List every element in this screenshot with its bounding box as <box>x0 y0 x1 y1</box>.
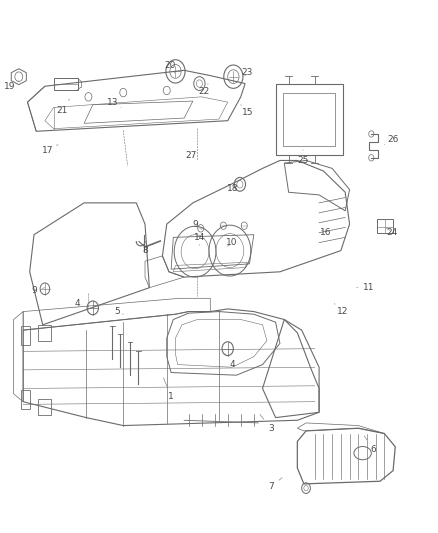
Text: 13: 13 <box>106 98 121 108</box>
Text: 25: 25 <box>297 150 309 165</box>
Text: 27: 27 <box>185 151 196 160</box>
Text: 14: 14 <box>194 233 205 245</box>
Text: 6: 6 <box>364 436 376 454</box>
Bar <box>21 326 30 345</box>
Text: 9: 9 <box>192 220 201 229</box>
Text: 12: 12 <box>334 304 349 316</box>
Text: 7: 7 <box>268 478 282 491</box>
Text: 26: 26 <box>385 135 399 144</box>
Text: 17: 17 <box>42 144 58 156</box>
Bar <box>39 325 51 341</box>
Text: 23: 23 <box>242 68 253 77</box>
Text: 16: 16 <box>320 228 332 237</box>
Text: 5: 5 <box>114 307 123 316</box>
Text: 10: 10 <box>226 238 238 247</box>
Text: 8: 8 <box>142 244 154 255</box>
Text: 22: 22 <box>198 84 209 96</box>
Text: 19: 19 <box>4 81 19 91</box>
Text: 4: 4 <box>75 299 86 310</box>
Bar <box>39 399 51 415</box>
Text: 20: 20 <box>165 61 176 73</box>
Text: 18: 18 <box>227 183 239 192</box>
Text: 15: 15 <box>241 105 253 117</box>
Text: 1: 1 <box>163 378 174 401</box>
Text: 11: 11 <box>357 283 375 292</box>
Bar <box>21 390 30 409</box>
Text: 4: 4 <box>225 354 235 369</box>
Text: 3: 3 <box>260 415 274 433</box>
Text: 9: 9 <box>31 286 45 295</box>
Text: 21: 21 <box>57 99 70 115</box>
Text: 24: 24 <box>387 228 398 237</box>
